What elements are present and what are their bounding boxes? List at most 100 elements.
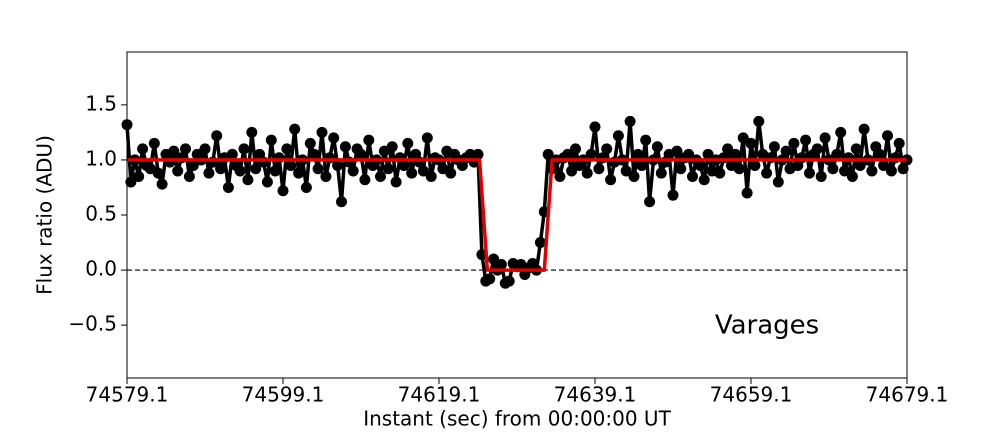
data-point <box>421 132 433 144</box>
data-point <box>737 132 749 144</box>
data-point <box>866 165 878 177</box>
data-point <box>152 167 164 179</box>
data-point <box>488 253 500 265</box>
data-point <box>417 165 429 177</box>
data-point <box>858 123 870 135</box>
data-point <box>293 167 305 179</box>
data-point <box>406 167 418 179</box>
data-point <box>644 196 656 208</box>
data-point <box>203 167 215 179</box>
data-point <box>542 148 554 160</box>
data-point <box>722 143 734 155</box>
x-tick-label: 74619.1 <box>398 383 481 407</box>
data-point <box>148 137 160 149</box>
data-point <box>308 148 320 160</box>
data-point <box>893 137 905 149</box>
data-point <box>156 178 168 190</box>
data-point <box>854 159 866 171</box>
data-point <box>222 181 234 193</box>
data-point <box>562 148 574 160</box>
y-tick-label: 1.5 <box>85 91 117 115</box>
data-point <box>624 115 636 127</box>
data-point <box>566 165 578 177</box>
data-point <box>285 159 297 171</box>
data-point <box>687 170 698 182</box>
data-point <box>133 170 145 182</box>
data-point <box>714 167 726 179</box>
y-axis-label: Flux ratio (ADU) <box>33 135 57 295</box>
data-point <box>320 170 332 182</box>
data-point <box>819 132 831 144</box>
data-point <box>495 259 507 271</box>
data-point <box>675 163 687 175</box>
data-point <box>835 126 847 138</box>
data-point <box>312 163 324 175</box>
data-point <box>741 187 753 199</box>
data-point <box>570 143 581 155</box>
y-tick-label: −0.5 <box>68 312 117 336</box>
data-point <box>328 132 340 144</box>
data-point <box>683 148 695 160</box>
data-point <box>503 275 515 287</box>
data-point <box>839 165 851 177</box>
data-point <box>671 145 683 157</box>
data-point <box>390 176 402 188</box>
data-point <box>745 137 757 149</box>
data-point <box>265 134 277 146</box>
data-point <box>402 137 414 149</box>
data-point <box>733 163 745 175</box>
data-point <box>226 148 238 160</box>
data-point <box>425 170 437 182</box>
y-tick-label: 0.0 <box>85 257 117 281</box>
data-point <box>398 159 410 171</box>
data-point <box>694 159 706 171</box>
data-point <box>359 174 371 186</box>
data-point <box>874 148 886 160</box>
plot-frame <box>126 51 908 379</box>
data-point <box>601 143 613 155</box>
data-point <box>472 148 484 160</box>
data-point <box>484 273 496 285</box>
data-point <box>581 167 593 179</box>
data-point <box>137 143 149 155</box>
x-tick-label: 74659.1 <box>710 383 793 407</box>
data-point <box>554 170 566 182</box>
data-point <box>831 148 843 160</box>
y-tick-label: 0.5 <box>85 202 117 226</box>
data-point <box>827 163 839 175</box>
data-point <box>804 167 815 179</box>
data-point <box>632 148 644 160</box>
data-point <box>753 115 765 127</box>
data-point <box>332 159 344 171</box>
data-point <box>850 143 862 155</box>
data-point <box>250 163 262 175</box>
data-point <box>289 123 301 135</box>
data-point <box>589 121 601 133</box>
data-point <box>800 134 812 146</box>
data-point <box>316 126 328 138</box>
data-point <box>375 170 386 182</box>
data-point <box>768 141 780 153</box>
data-point <box>183 170 195 182</box>
x-tick-label: 74639.1 <box>554 383 637 407</box>
data-point <box>242 174 254 186</box>
data-point <box>620 165 632 177</box>
data-point <box>172 165 184 177</box>
data-point <box>729 148 741 160</box>
data-point <box>238 143 250 155</box>
data-point <box>168 145 180 157</box>
data-point <box>593 163 605 175</box>
series-line <box>127 158 907 272</box>
data-point <box>234 165 246 177</box>
data-point <box>612 130 624 142</box>
data-point <box>215 163 227 175</box>
data-point <box>885 165 897 177</box>
data-point <box>300 181 312 193</box>
data-point <box>640 134 652 146</box>
x-tick-label: 74599.1 <box>242 383 325 407</box>
data-point <box>780 145 792 157</box>
data-point <box>897 163 909 175</box>
x-axis-label: Instant (sec) from 00:00:00 UT <box>363 407 671 431</box>
data-point <box>749 159 761 171</box>
